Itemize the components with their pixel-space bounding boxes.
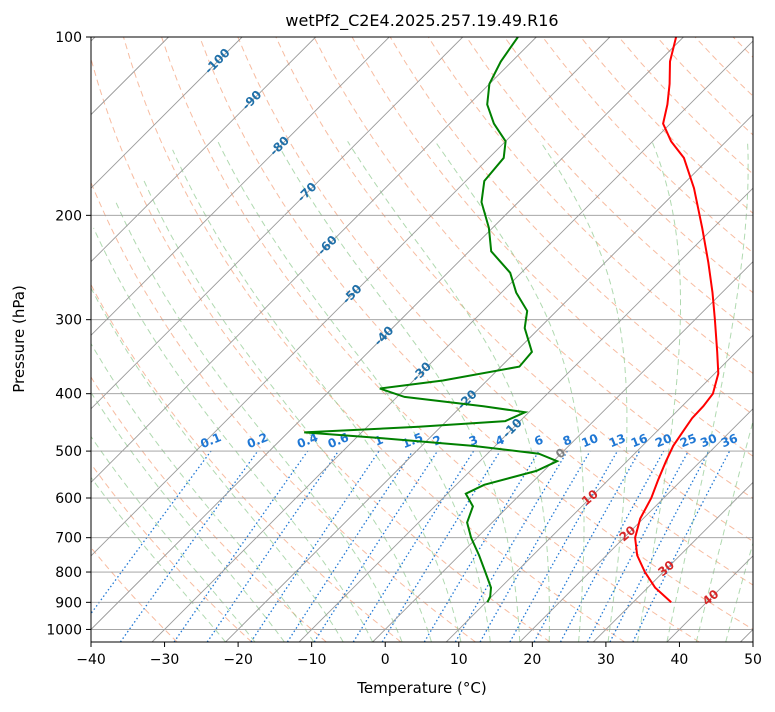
y-tick-label: 600	[55, 491, 82, 507]
x-tick-label: 40	[671, 652, 689, 668]
y-tick-label: 500	[55, 444, 82, 460]
y-tick-label: 900	[55, 595, 82, 611]
y-tick-label: 800	[55, 565, 82, 581]
x-tick-label: 0	[381, 652, 390, 668]
x-tick-label: −40	[76, 652, 106, 668]
y-tick-label: 1000	[46, 622, 82, 638]
y-tick-label: 200	[55, 208, 82, 224]
x-tick-label: 20	[523, 652, 541, 668]
y-tick-label: 700	[55, 531, 82, 547]
x-axis-title: Temperature (°C)	[356, 679, 486, 697]
x-tick-label: 10	[450, 652, 468, 668]
y-tick-label: 400	[55, 387, 82, 403]
x-tick-label: −30	[150, 652, 180, 668]
x-tick-label: −10	[297, 652, 327, 668]
y-tick-label: 100	[55, 30, 82, 46]
x-tick-label: 30	[597, 652, 615, 668]
y-tick-label: 300	[55, 313, 82, 329]
y-axis-title: Pressure (hPa)	[10, 285, 28, 393]
x-tick-label: −20	[223, 652, 253, 668]
chart-title: wetPf2_C2E4.2025.257.19.49.R16	[285, 11, 558, 31]
x-tick-label: 50	[744, 652, 762, 668]
